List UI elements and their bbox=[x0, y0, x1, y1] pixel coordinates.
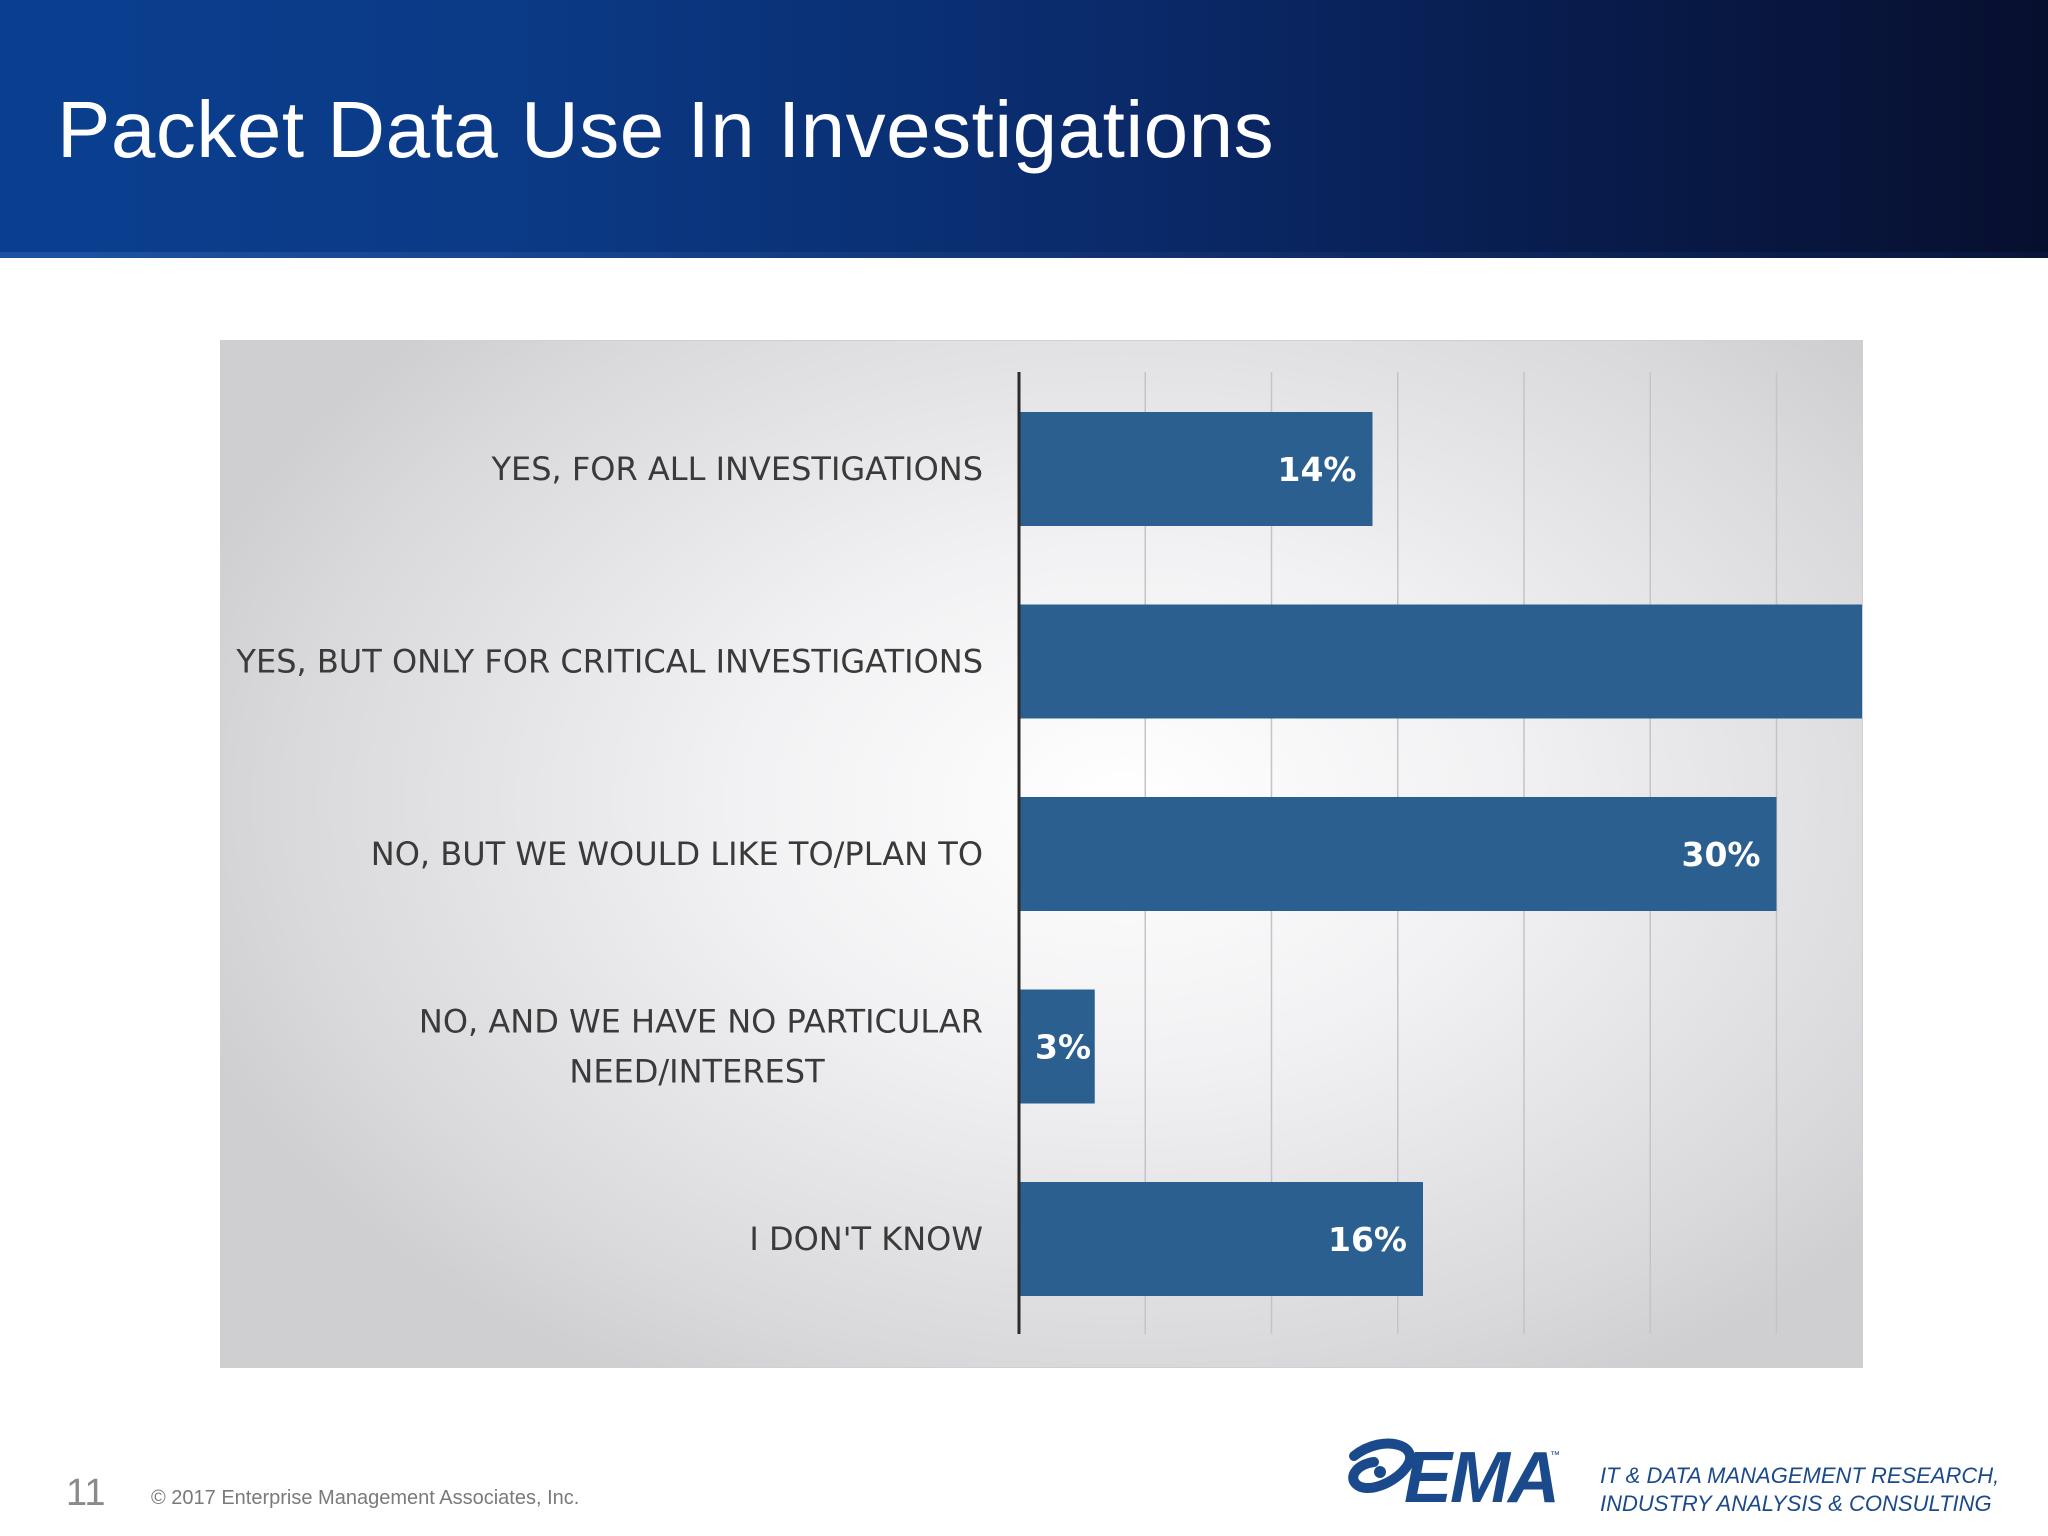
category-label: NEED/INTEREST bbox=[569, 1053, 825, 1091]
bar bbox=[1019, 1182, 1423, 1296]
data-label: 30% bbox=[1682, 835, 1761, 874]
category-label: NO, AND WE HAVE NO PARTICULAR bbox=[419, 1003, 983, 1041]
tagline-line-1: IT & DATA MANAGEMENT RESEARCH, bbox=[1600, 1463, 2000, 1488]
copyright-text: © 2017 Enterprise Management Associates,… bbox=[151, 1487, 580, 1509]
data-label: 3% bbox=[1035, 1028, 1091, 1067]
category-label: I DON'T KNOW bbox=[749, 1220, 983, 1258]
bar-chart: 14%YES, FOR ALL INVESTIGATIONS38%YES, BU… bbox=[235, 372, 1862, 1334]
logo-text: EMA bbox=[1404, 1438, 1560, 1518]
bar bbox=[1019, 412, 1373, 526]
chart-panel: 14%YES, FOR ALL INVESTIGATIONS38%YES, BU… bbox=[221, 341, 1862, 1367]
bar bbox=[1019, 604, 1862, 719]
bar bbox=[1019, 797, 1777, 911]
category-label: YES, BUT ONLY FOR CRITICAL INVESTIGATION… bbox=[235, 643, 983, 681]
category-label: NO, BUT WE WOULD LIKE TO/PLAN TO bbox=[371, 835, 983, 873]
category-label: YES, FOR ALL INVESTIGATIONS bbox=[490, 450, 983, 488]
bar bbox=[1019, 989, 1095, 1104]
ema-swoosh-logo bbox=[1348, 1438, 1416, 1493]
header-banner: Packet Data Use In Investigations bbox=[0, 0, 2048, 258]
logo-trademark: ™ bbox=[1550, 1450, 1560, 1461]
data-label: 14% bbox=[1278, 450, 1357, 489]
page-title: Packet Data Use In Investigations bbox=[57, 85, 1275, 174]
page-number: 11 bbox=[66, 1472, 106, 1514]
tagline: IT & DATA MANAGEMENT RESEARCH, INDUSTRY … bbox=[1600, 1462, 1999, 1518]
data-label: 16% bbox=[1328, 1220, 1407, 1259]
tagline-line-2: INDUSTRY ANALYSIS & CONSULTING bbox=[1600, 1491, 1992, 1516]
